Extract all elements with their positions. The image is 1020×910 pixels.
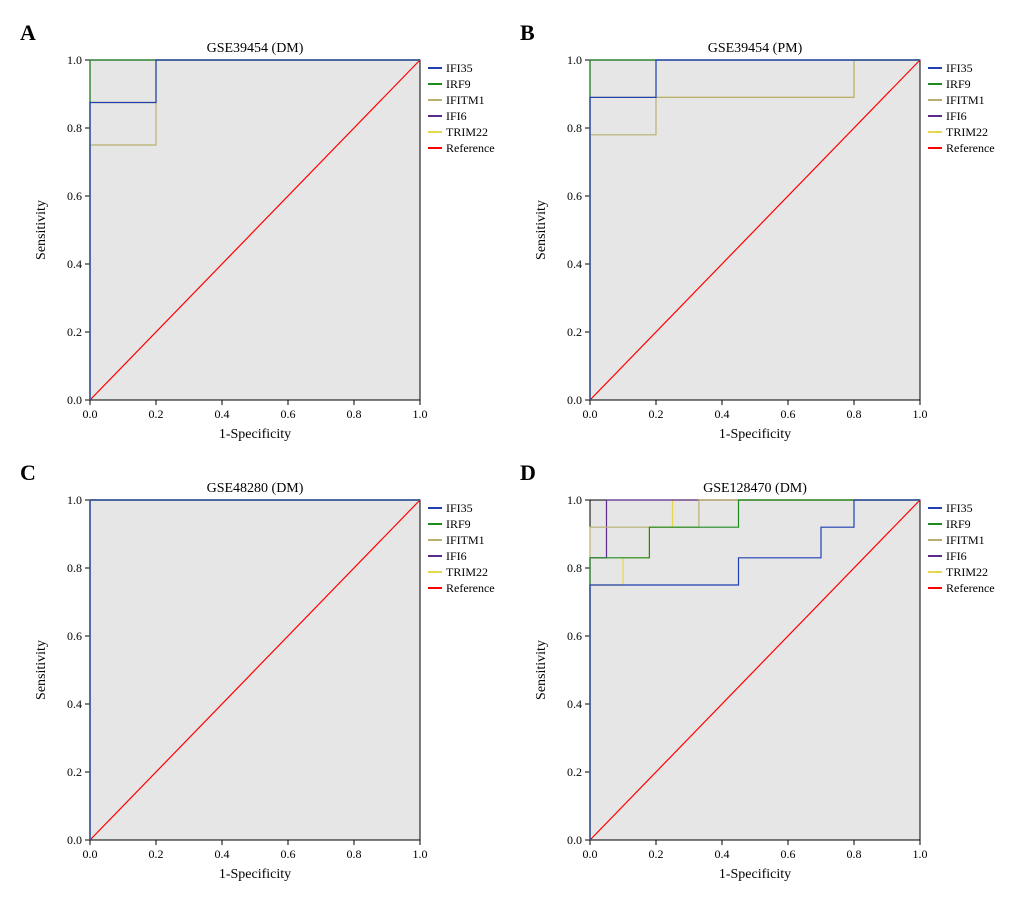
x-tick-label: 0.4 — [715, 407, 730, 421]
roc-chart-d: GSE128470 (DM) 0.00.0 0.2 0.2 0.4 0.4 0.6 0.6 0.… — [520, 460, 1010, 890]
legend-label: Reference — [946, 581, 995, 595]
y-axis-label: Sensitivity — [534, 640, 549, 700]
panel-b: B GSE39454 (PM) 0.00.0 0.2 0.2 0.4 0.4 0.6 0.6 0… — [520, 20, 1010, 450]
legend-label: IRF9 — [946, 517, 971, 531]
panel-letter: C — [20, 460, 36, 486]
chart-title: GSE128470 (DM) — [703, 481, 807, 496]
y-axis-label: Sensitivity — [34, 200, 49, 260]
y-tick-label: 0.6 — [567, 629, 582, 643]
x-tick-label: 0.4 — [215, 407, 230, 421]
legend-label: IFI6 — [946, 109, 967, 123]
figure-grid: A GSE39454 (DM)0.00.00.20.20.40.40.60.60… — [20, 20, 1000, 890]
roc-chart-b: GSE39454 (PM) 0.00.0 0.2 0.2 0.4 0.4 0.6 0.6 0.8… — [520, 20, 1010, 450]
roc-chart-a: GSE39454 (DM) 0.00.0 0.2 0.2 0.4 0.4 0.6 0.6 0.8… — [20, 20, 510, 450]
x-tick-label: 0.2 — [149, 407, 164, 421]
legend-label: Reference — [946, 141, 995, 155]
legend-label: TRIM22 — [946, 125, 988, 139]
x-tick-label: 0.0 — [83, 407, 98, 421]
chart-title: GSE48280 (DM) — [207, 481, 304, 496]
legend-label: IFI6 — [446, 109, 467, 123]
y-tick-label: 0.6 — [567, 189, 582, 203]
x-tick-label: 0.8 — [847, 407, 862, 421]
panel-letter: D — [520, 460, 536, 486]
legend-label: TRIM22 — [446, 125, 488, 139]
legend-label: IFI35 — [446, 501, 473, 515]
y-tick-label: 0.4 — [567, 257, 582, 271]
x-tick-label: 0.0 — [583, 847, 598, 861]
panel-letter: A — [20, 20, 36, 46]
x-tick-label: 0.0 — [583, 407, 598, 421]
legend-label: TRIM22 — [446, 565, 488, 579]
y-tick-label: 0.4 — [67, 697, 82, 711]
y-tick-label: 0.8 — [67, 121, 82, 135]
x-tick-label: 0.2 — [149, 847, 164, 861]
x-tick-label: 0.6 — [781, 847, 796, 861]
y-tick-label: 0.4 — [67, 257, 82, 271]
panel-c: C GSE48280 (DM) 0.00.0 0.2 0.2 0.4 0.4 0.6 0.6 0… — [20, 460, 510, 890]
panel-a: A GSE39454 (DM) 0.00.0 0.2 0.2 0.4 0.4 0.6 0.6 0… — [20, 20, 510, 450]
y-tick-label: 0.0 — [567, 393, 582, 407]
x-axis-label: 1-Specificity — [219, 427, 291, 442]
y-axis-label: Sensitivity — [34, 640, 49, 700]
y-tick-label: 0.2 — [67, 765, 82, 779]
y-tick-label: 0.2 — [567, 765, 582, 779]
roc-chart-c: GSE48280 (DM) 0.00.0 0.2 0.2 0.4 0.4 0.6 0.6 0.8… — [20, 460, 510, 890]
chart-title: GSE39454 (PM) — [708, 41, 803, 56]
legend-label: TRIM22 — [946, 565, 988, 579]
legend-label: Reference — [446, 141, 495, 155]
panel-letter: B — [520, 20, 535, 46]
x-tick-label: 0.2 — [649, 847, 664, 861]
y-tick-label: 0.2 — [67, 325, 82, 339]
y-tick-label: 0.6 — [67, 189, 82, 203]
y-tick-label: 0.2 — [567, 325, 582, 339]
legend-label: IFI6 — [946, 549, 967, 563]
y-tick-label: 0.0 — [67, 833, 82, 847]
legend-label: IRF9 — [946, 77, 971, 91]
x-tick-label: 0.8 — [347, 407, 362, 421]
x-tick-label: 0.2 — [649, 407, 664, 421]
x-tick-label: 1.0 — [913, 847, 928, 861]
y-tick-label: 0.8 — [67, 561, 82, 575]
y-tick-label: 1.0 — [67, 493, 82, 507]
y-tick-label: 0.0 — [567, 833, 582, 847]
y-tick-label: 1.0 — [567, 493, 582, 507]
y-axis-label: Sensitivity — [534, 200, 549, 260]
y-tick-label: 1.0 — [67, 53, 82, 67]
legend-label: IFI6 — [446, 549, 467, 563]
legend-label: IRF9 — [446, 517, 471, 531]
x-tick-label: 1.0 — [913, 407, 928, 421]
y-tick-label: 0.4 — [567, 697, 582, 711]
x-tick-label: 1.0 — [413, 847, 428, 861]
panel-d: D GSE128470 (DM) 0.00.0 0.2 0.2 0.4 0.4 0.6 0.6… — [520, 460, 1010, 890]
x-tick-label: 0.6 — [281, 407, 296, 421]
x-tick-label: 0.8 — [847, 847, 862, 861]
x-axis-label: 1-Specificity — [719, 867, 791, 882]
legend-label: IFI35 — [946, 501, 973, 515]
x-tick-label: 0.4 — [715, 847, 730, 861]
legend-label: IFI35 — [446, 61, 473, 75]
legend-label: IFITM1 — [446, 93, 485, 107]
x-tick-label: 1.0 — [413, 407, 428, 421]
legend-label: IFITM1 — [946, 533, 985, 547]
legend-label: IFI35 — [946, 61, 973, 75]
x-axis-label: 1-Specificity — [719, 427, 791, 442]
x-axis-label: 1-Specificity — [219, 867, 291, 882]
x-tick-label: 0.0 — [83, 847, 98, 861]
x-tick-label: 0.4 — [215, 847, 230, 861]
y-tick-label: 0.8 — [567, 121, 582, 135]
y-tick-label: 0.8 — [567, 561, 582, 575]
chart-title: GSE39454 (DM) — [207, 41, 304, 56]
x-tick-label: 0.6 — [281, 847, 296, 861]
legend-label: IRF9 — [446, 77, 471, 91]
x-tick-label: 0.8 — [347, 847, 362, 861]
y-tick-label: 0.6 — [67, 629, 82, 643]
x-tick-label: 0.6 — [781, 407, 796, 421]
legend-label: IFITM1 — [946, 93, 985, 107]
legend-label: IFITM1 — [446, 533, 485, 547]
y-tick-label: 1.0 — [567, 53, 582, 67]
y-tick-label: 0.0 — [67, 393, 82, 407]
legend-label: Reference — [446, 581, 495, 595]
